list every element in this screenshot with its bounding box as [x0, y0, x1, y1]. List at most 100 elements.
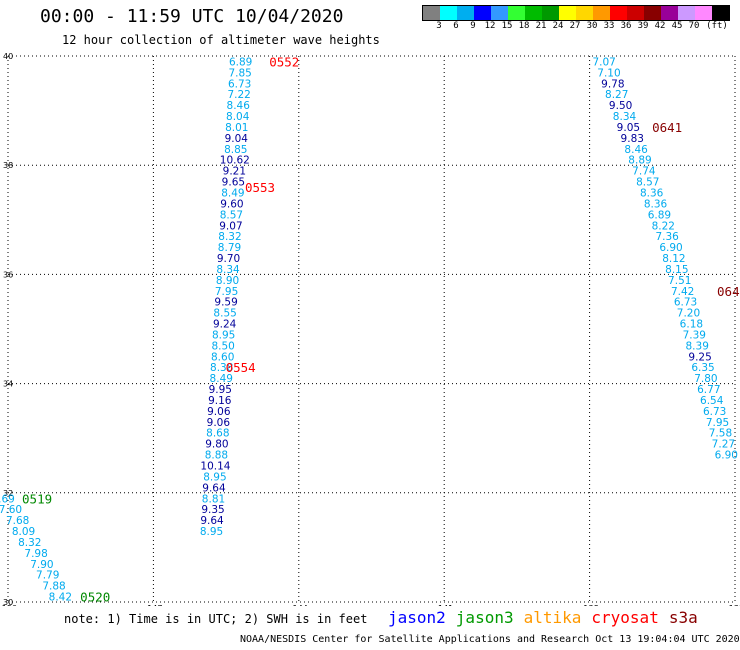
footer-note: note: 1) Time is in UTC; 2) SWH is in fe…	[64, 612, 368, 626]
swh-value-label: 7.88	[42, 581, 65, 593]
swh-value-label: 7.74	[632, 166, 656, 178]
swh-value-label: 6.90	[715, 450, 738, 462]
swh-value-label: 8.04	[226, 111, 250, 123]
swh-value-label: 7.69	[0, 493, 15, 505]
swh-value-label: 8.34	[216, 264, 240, 276]
colorbar-labels: 3 6 9 12 15 18 21 24 27 30 33 36 39 42 45 70 (ft)	[422, 21, 732, 33]
x-tick-label: -138	[581, 604, 599, 606]
swh-value-label: 8.12	[662, 253, 685, 265]
swh-value-label: 8.38	[210, 362, 233, 374]
swh-value-label: 9.06	[207, 417, 231, 429]
swh-value-label: 8.60	[211, 351, 234, 363]
swh-value-label: 8.01	[225, 122, 248, 134]
pass-time-label: 0554	[226, 360, 256, 375]
x-tick-label: -141	[435, 604, 453, 606]
chart-subtitle: 12 hour collection of altimeter wave hei…	[62, 33, 380, 47]
colorbar-label: 39	[637, 21, 649, 31]
swh-value-label: 9.65	[222, 177, 245, 189]
colorbar-label: 30	[586, 21, 598, 31]
swh-value-label: 9.06	[207, 406, 231, 418]
swh-value-label: 7.42	[671, 286, 694, 298]
swh-value-label: 7.80	[694, 373, 717, 385]
mission-legend-item: cryosat	[591, 608, 659, 627]
mission-legend-item: s3a	[668, 608, 698, 627]
colorbar-label: (ft)	[706, 21, 728, 31]
swh-value-label: 8.22	[652, 220, 675, 232]
colorbar-label: 12	[484, 21, 496, 31]
swh-value-label: 7.20	[677, 308, 700, 320]
swh-value-label: 8.36	[640, 188, 664, 200]
footer-credit: NOAA/NESDIS Center for Satellite Applica…	[240, 634, 740, 645]
swh-value-label: 8.39	[686, 340, 709, 352]
swh-value-label: 9.64	[200, 515, 224, 527]
swh-value-label: 9.05	[617, 122, 640, 134]
mission-legend-item: altika	[523, 608, 582, 627]
pass-time-label: 0552	[269, 54, 299, 69]
swh-value-label: 7.51	[668, 275, 691, 287]
swh-value-label: 6.54	[700, 395, 724, 407]
swh-value-label: 8.34	[613, 111, 637, 123]
pass-time-label: 0519	[22, 491, 52, 506]
swh-value-label: 8.55	[213, 308, 236, 320]
colorbar-swatch	[423, 6, 440, 20]
swh-value-label: 7.98	[24, 548, 47, 560]
swh-value-label: 9.07	[219, 220, 242, 232]
colorbar-swatch	[610, 6, 627, 20]
colorbar-swatch	[627, 6, 644, 20]
colorbar-swatch	[712, 6, 729, 20]
swh-value-label: 6.73	[703, 406, 726, 418]
colorbar-swatch	[542, 6, 559, 20]
swh-value-label: 8.46	[227, 100, 251, 112]
swh-value-label: 6.35	[691, 362, 714, 374]
swh-value-label: 7.36	[655, 231, 679, 243]
colorbar-label: 36	[620, 21, 632, 31]
pass-time-label: 0642	[717, 284, 740, 299]
y-tick-label: 38	[3, 161, 13, 170]
swh-value-label: 9.80	[205, 439, 228, 451]
swh-value-label: 9.60	[220, 198, 243, 210]
colorbar-swatch	[593, 6, 610, 20]
x-tick-label: -147	[144, 604, 162, 606]
y-tick-label: 32	[3, 489, 13, 498]
colorbar-label: 27	[569, 21, 581, 31]
swh-value-label: 6.90	[659, 242, 682, 254]
swh-value-label: 9.25	[688, 351, 711, 363]
swh-value-label: 7.95	[706, 417, 729, 429]
colorbar-label: 24	[552, 21, 564, 31]
pass-time-label: 0641	[652, 120, 682, 135]
colorbar-label: 45	[671, 21, 683, 31]
swh-value-label: 7.68	[6, 515, 29, 527]
colorbar-swatch	[525, 6, 542, 20]
swh-value-label: 8.49	[210, 373, 233, 385]
swh-value-label: 8.81	[202, 493, 225, 505]
y-tick-label: 34	[3, 380, 13, 389]
colorbar-label: 33	[603, 21, 615, 31]
swh-value-label: 8.57	[636, 177, 659, 189]
swh-value-label: 7.85	[228, 67, 251, 79]
colorbar-legend	[422, 5, 730, 21]
swh-value-label: 8.68	[206, 428, 229, 440]
swh-value-label: 7.95	[215, 286, 238, 298]
colorbar-swatch	[678, 6, 695, 20]
pass-time-label: 0553	[245, 180, 275, 195]
swh-value-label: 9.35	[201, 504, 224, 516]
swh-value-label: 9.70	[217, 253, 240, 265]
colorbar-swatch	[661, 6, 678, 20]
mission-legend-item: jason2	[388, 608, 446, 627]
colorbar-label: 21	[535, 21, 547, 31]
colorbar-label: 18	[518, 21, 530, 31]
swh-value-label: 6.73	[228, 78, 251, 90]
colorbar-label: 42	[654, 21, 666, 31]
swh-value-label: 8.15	[665, 264, 688, 276]
swh-value-label: 7.27	[712, 439, 735, 451]
swh-value-label: 9.64	[202, 482, 226, 494]
mission-legend-item: jason3	[455, 608, 514, 627]
colorbar-swatch	[440, 6, 457, 20]
colorbar-swatch	[559, 6, 576, 20]
colorbar-swatch	[474, 6, 491, 20]
swh-value-label: 8.36	[644, 198, 668, 210]
swh-value-label: 7.39	[683, 329, 706, 341]
swh-value-label: 7.07	[592, 56, 615, 68]
swh-value-label: 9.16	[208, 395, 232, 407]
colorbar-swatch	[508, 6, 525, 20]
